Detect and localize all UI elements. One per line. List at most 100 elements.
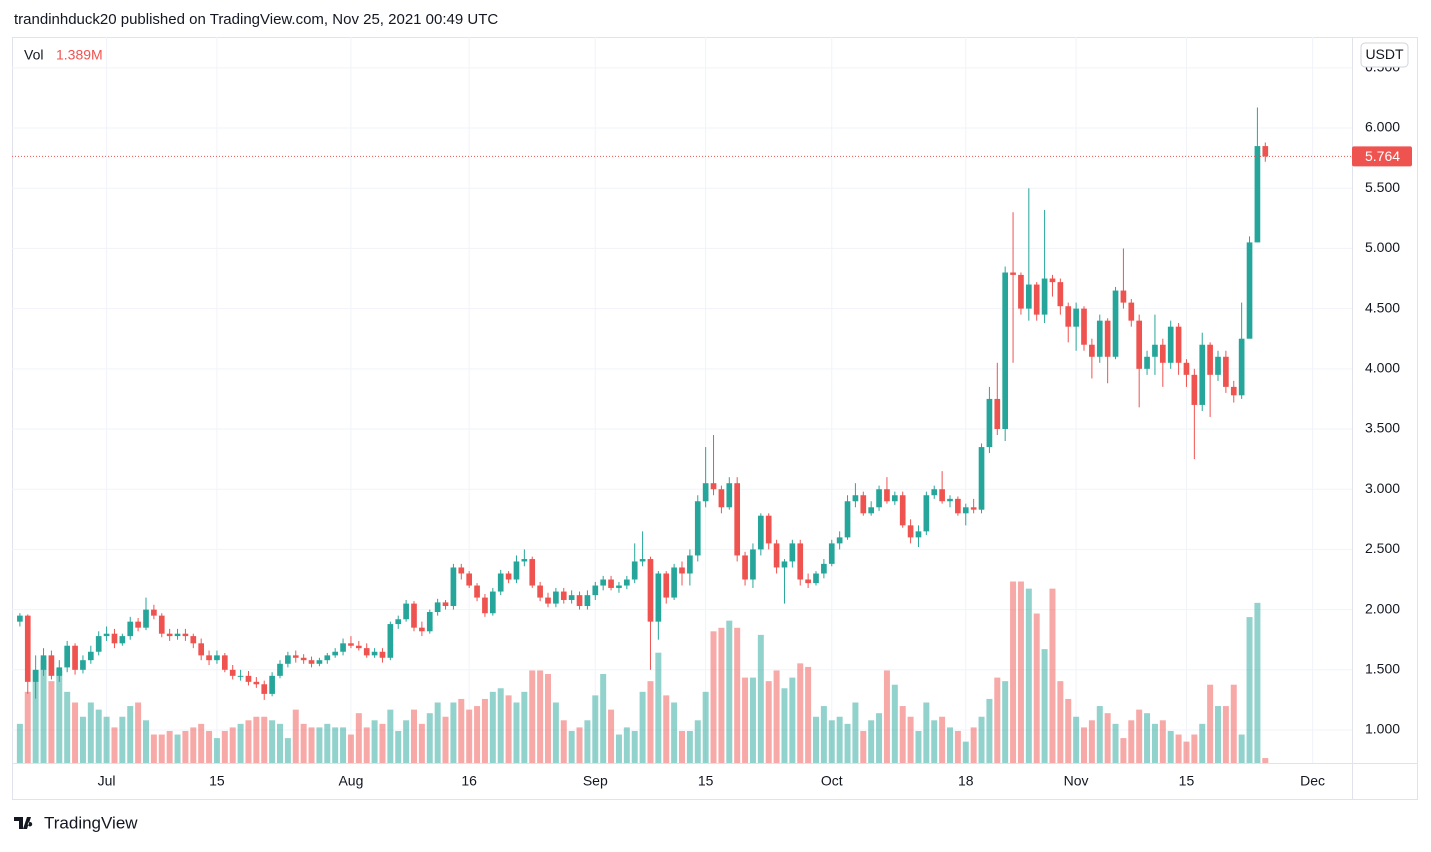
volume-bar (1207, 684, 1214, 763)
candle-body (332, 651, 339, 656)
volume-bar (592, 695, 599, 763)
volume-bar (1159, 720, 1166, 763)
candle-body (907, 525, 914, 538)
volume-bar (860, 730, 867, 763)
volume-bar (127, 706, 134, 763)
volume-bar (947, 727, 953, 763)
candle-body (466, 573, 473, 586)
volume-bar (505, 695, 512, 763)
candle-body (458, 567, 465, 574)
volume-bar (1041, 649, 1048, 763)
volume-bar (513, 702, 520, 763)
volume-bar (213, 738, 220, 763)
candle-body (411, 603, 417, 628)
candle-body (245, 675, 252, 682)
volume-bar (954, 730, 961, 763)
candle-body (198, 643, 205, 656)
volume-bar (994, 677, 1001, 763)
volume-bar (442, 716, 449, 763)
y-tick-label: 5.500 (1365, 179, 1400, 195)
candle-body (253, 681, 260, 685)
candle-body (87, 651, 94, 661)
volume-bar (939, 716, 946, 763)
volume-bar (647, 681, 654, 763)
candle-body (679, 567, 685, 574)
logo-icon (14, 817, 33, 829)
x-tick-label: Aug (338, 773, 363, 789)
volume-bar (560, 720, 567, 763)
volume-bar (726, 620, 733, 763)
candle-body (860, 495, 867, 514)
x-tick-label: 15 (209, 773, 225, 789)
candle-body (214, 655, 220, 661)
candle-body (355, 645, 362, 649)
volume-bar (907, 716, 914, 763)
candle-body (553, 591, 559, 604)
candle-body (789, 543, 796, 562)
brand-name: TradingView (44, 813, 138, 832)
candle-body (978, 447, 985, 510)
volume-bar (970, 727, 977, 763)
volume-bar (576, 727, 583, 763)
volume-bar (876, 713, 883, 763)
volume-bar (789, 677, 796, 763)
candle-body (1167, 326, 1174, 363)
candle-body (1175, 326, 1182, 363)
volume-bar (1120, 738, 1127, 763)
volume-bar (87, 702, 94, 763)
candle-body (474, 585, 480, 598)
volume-bar (1033, 613, 1040, 763)
candle-body (1215, 356, 1221, 375)
volume-bar (347, 734, 354, 763)
volume-bar (1128, 720, 1135, 763)
last-price-badge (1352, 146, 1412, 167)
volume-bar (1199, 723, 1206, 763)
volume-bar (1002, 681, 1009, 763)
volume-bar (1151, 723, 1158, 763)
chart-frame (12, 37, 1418, 800)
candle-body (986, 398, 993, 448)
volume-bar (237, 723, 244, 763)
volume-bar (340, 727, 347, 763)
candle-body (135, 621, 141, 628)
candle-body (899, 495, 906, 526)
candle-body (757, 515, 764, 550)
candle-body (718, 489, 725, 508)
volume-bar (32, 670, 39, 763)
candle-body (111, 633, 118, 644)
candle-body (497, 573, 504, 592)
candle-body (95, 636, 102, 652)
volume-bar (686, 730, 693, 763)
volume-bar (600, 674, 607, 763)
volume-bar (206, 730, 213, 763)
candle-body (426, 612, 433, 632)
candle-body (1025, 284, 1032, 309)
candle-body (324, 655, 331, 661)
volume-bar (844, 723, 851, 763)
volume-bar (978, 716, 985, 763)
volume-bar (150, 734, 157, 763)
volume-bar (103, 716, 110, 763)
candle-body (505, 573, 512, 580)
volume-bar (363, 727, 370, 763)
candle-body (1230, 386, 1237, 396)
volume-bar (537, 670, 544, 763)
volume-bar (923, 702, 930, 763)
candle-body (576, 595, 583, 607)
volume-bar (221, 730, 228, 763)
candle-body (631, 561, 638, 580)
volume-bar (182, 730, 189, 763)
candle-body (371, 651, 378, 656)
candle-body (229, 669, 236, 676)
candle-body (939, 489, 945, 502)
volume-bar (324, 723, 331, 763)
volume-bar (79, 716, 86, 763)
currency-button[interactable] (1360, 42, 1409, 68)
candle-body (970, 507, 977, 510)
volume-bar (229, 727, 236, 763)
volume-bar (868, 720, 875, 763)
volume-bar (316, 727, 323, 763)
candle-body (1089, 344, 1095, 357)
volume-bar (253, 716, 260, 763)
